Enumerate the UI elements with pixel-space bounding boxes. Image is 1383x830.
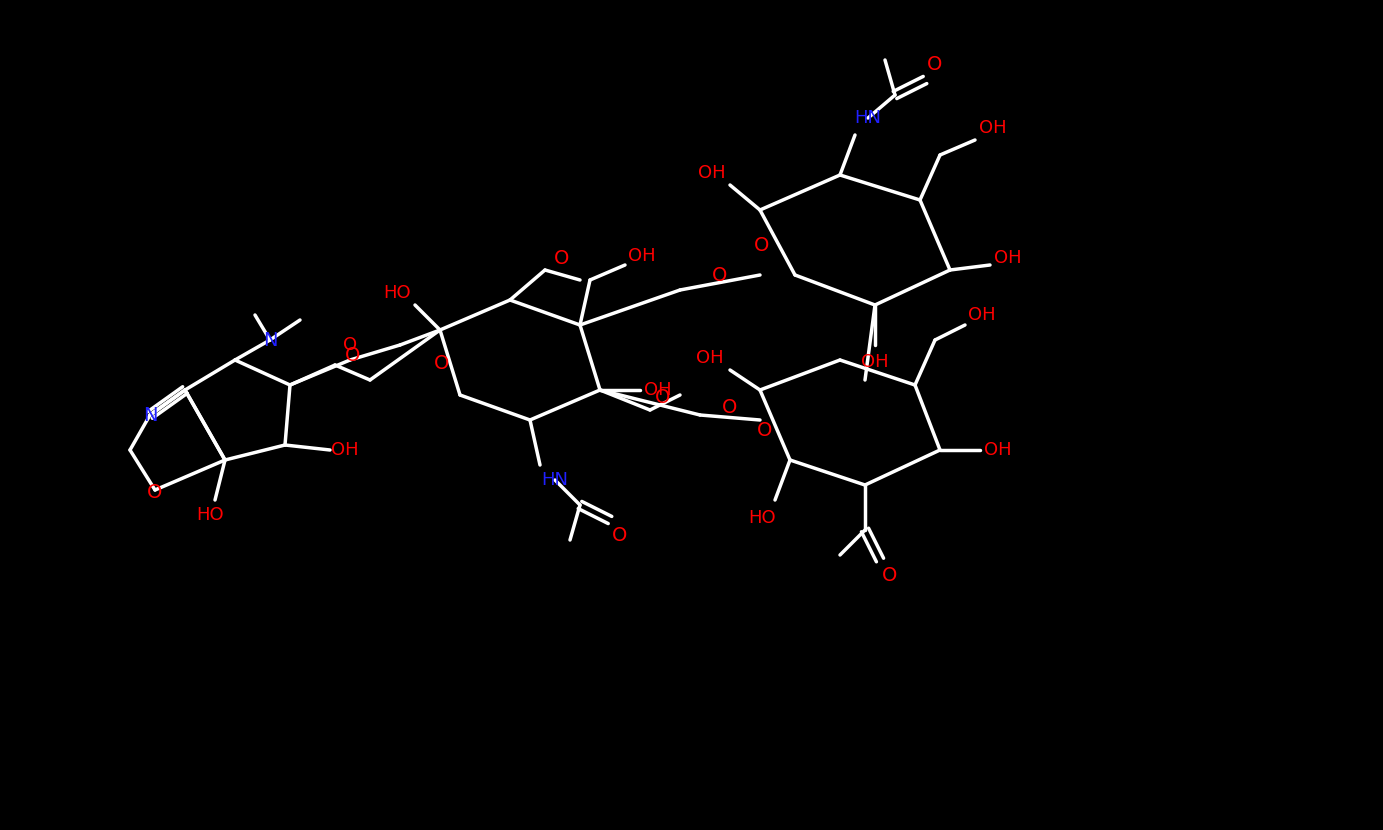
Text: OH: OH bbox=[698, 164, 726, 182]
Text: OH: OH bbox=[628, 247, 656, 265]
Text: OH: OH bbox=[994, 249, 1022, 267]
Text: HO: HO bbox=[383, 284, 411, 302]
Text: HO: HO bbox=[748, 509, 776, 527]
Text: O: O bbox=[928, 56, 943, 75]
Text: OH: OH bbox=[331, 441, 358, 459]
Text: O: O bbox=[722, 398, 737, 417]
Text: O: O bbox=[656, 388, 671, 407]
Text: N: N bbox=[263, 330, 277, 349]
Text: O: O bbox=[712, 266, 727, 285]
Text: O: O bbox=[882, 565, 898, 584]
Text: OH: OH bbox=[862, 353, 889, 371]
Text: O: O bbox=[148, 482, 163, 501]
Text: OH: OH bbox=[696, 349, 723, 367]
Text: OH: OH bbox=[979, 119, 1007, 137]
Text: OH: OH bbox=[644, 381, 672, 399]
Text: HN: HN bbox=[855, 109, 881, 127]
Text: HO: HO bbox=[196, 506, 224, 524]
Text: O: O bbox=[758, 421, 773, 440]
Text: N: N bbox=[142, 406, 158, 424]
Text: OH: OH bbox=[968, 306, 996, 324]
Text: O: O bbox=[555, 248, 570, 267]
Text: O: O bbox=[343, 336, 357, 354]
Text: O: O bbox=[346, 345, 361, 364]
Text: O: O bbox=[434, 354, 449, 373]
Text: O: O bbox=[754, 236, 770, 255]
Text: OH: OH bbox=[985, 441, 1012, 459]
Text: O: O bbox=[613, 525, 628, 544]
Text: HN: HN bbox=[542, 471, 568, 489]
